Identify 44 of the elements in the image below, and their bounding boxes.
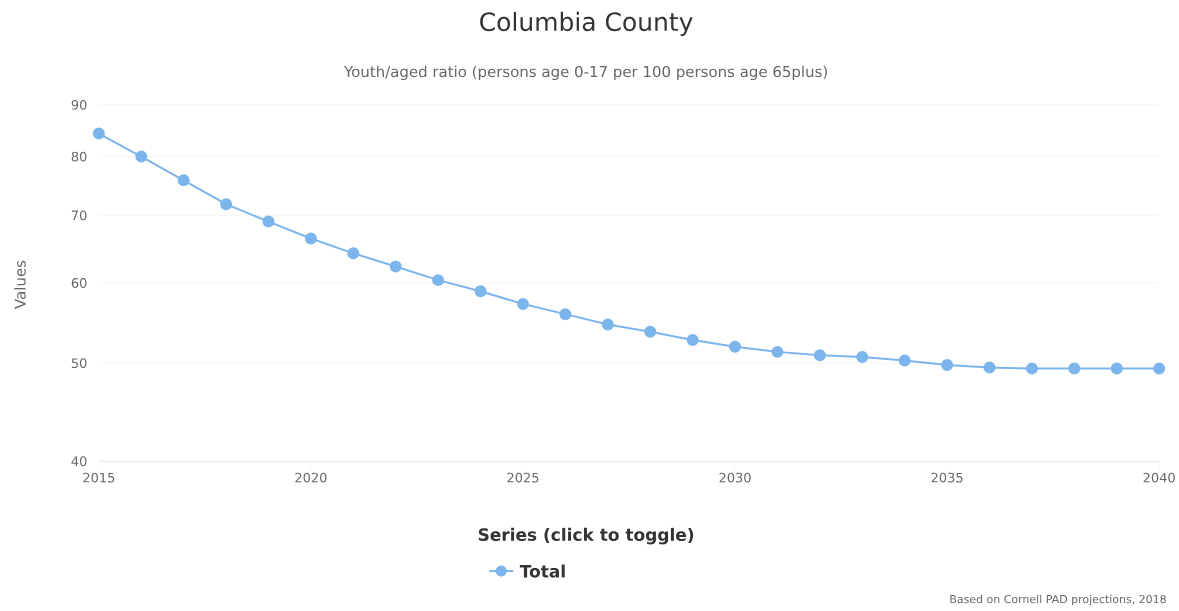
point [389,260,402,273]
point [813,349,826,362]
point [220,198,233,211]
point [898,354,911,367]
point [92,127,105,140]
y-axis-title: Values [14,260,26,309]
point [1110,362,1123,375]
point [856,351,869,364]
legend-title: Series (click to toggle) [478,527,694,545]
point [177,174,190,187]
y-tick-label: 50 [71,358,87,369]
point [347,247,360,260]
text: Based on Cornell PAD projections, 2018 [950,594,1166,606]
point [432,274,445,287]
point [1153,362,1166,375]
point [516,298,529,311]
y-tick-label: 90 [71,99,87,110]
point [474,285,487,298]
y-tick-label: 40 [71,456,87,467]
x-tick-label: 2035 [931,472,963,483]
point [686,334,699,347]
point [304,232,317,245]
point [941,358,954,371]
point [644,325,657,338]
chart-title: Columbia County [480,11,693,37]
x-tick-label: 2015 [83,472,115,483]
legend-label: Total [519,564,565,578]
point [983,361,996,374]
point [729,340,742,353]
x-tick-label: 2040 [1143,472,1175,483]
point [601,318,614,331]
point [135,150,148,163]
x-tick-label: 2030 [719,472,751,483]
chart-subtitle: Youth/aged ratio (persons age 0-17 per 100 persons age 65plus) [343,65,827,81]
x-tick-label: 2025 [507,472,539,483]
point [771,345,784,358]
point [1025,362,1038,375]
y-tick-label: 60 [71,278,87,288]
point [1068,362,1081,375]
y-tick-label: 70 [71,210,87,221]
y-tick-label: 80 [71,151,87,162]
point [559,308,572,321]
x-tick-label: 2020 [295,472,327,483]
point [262,215,275,228]
